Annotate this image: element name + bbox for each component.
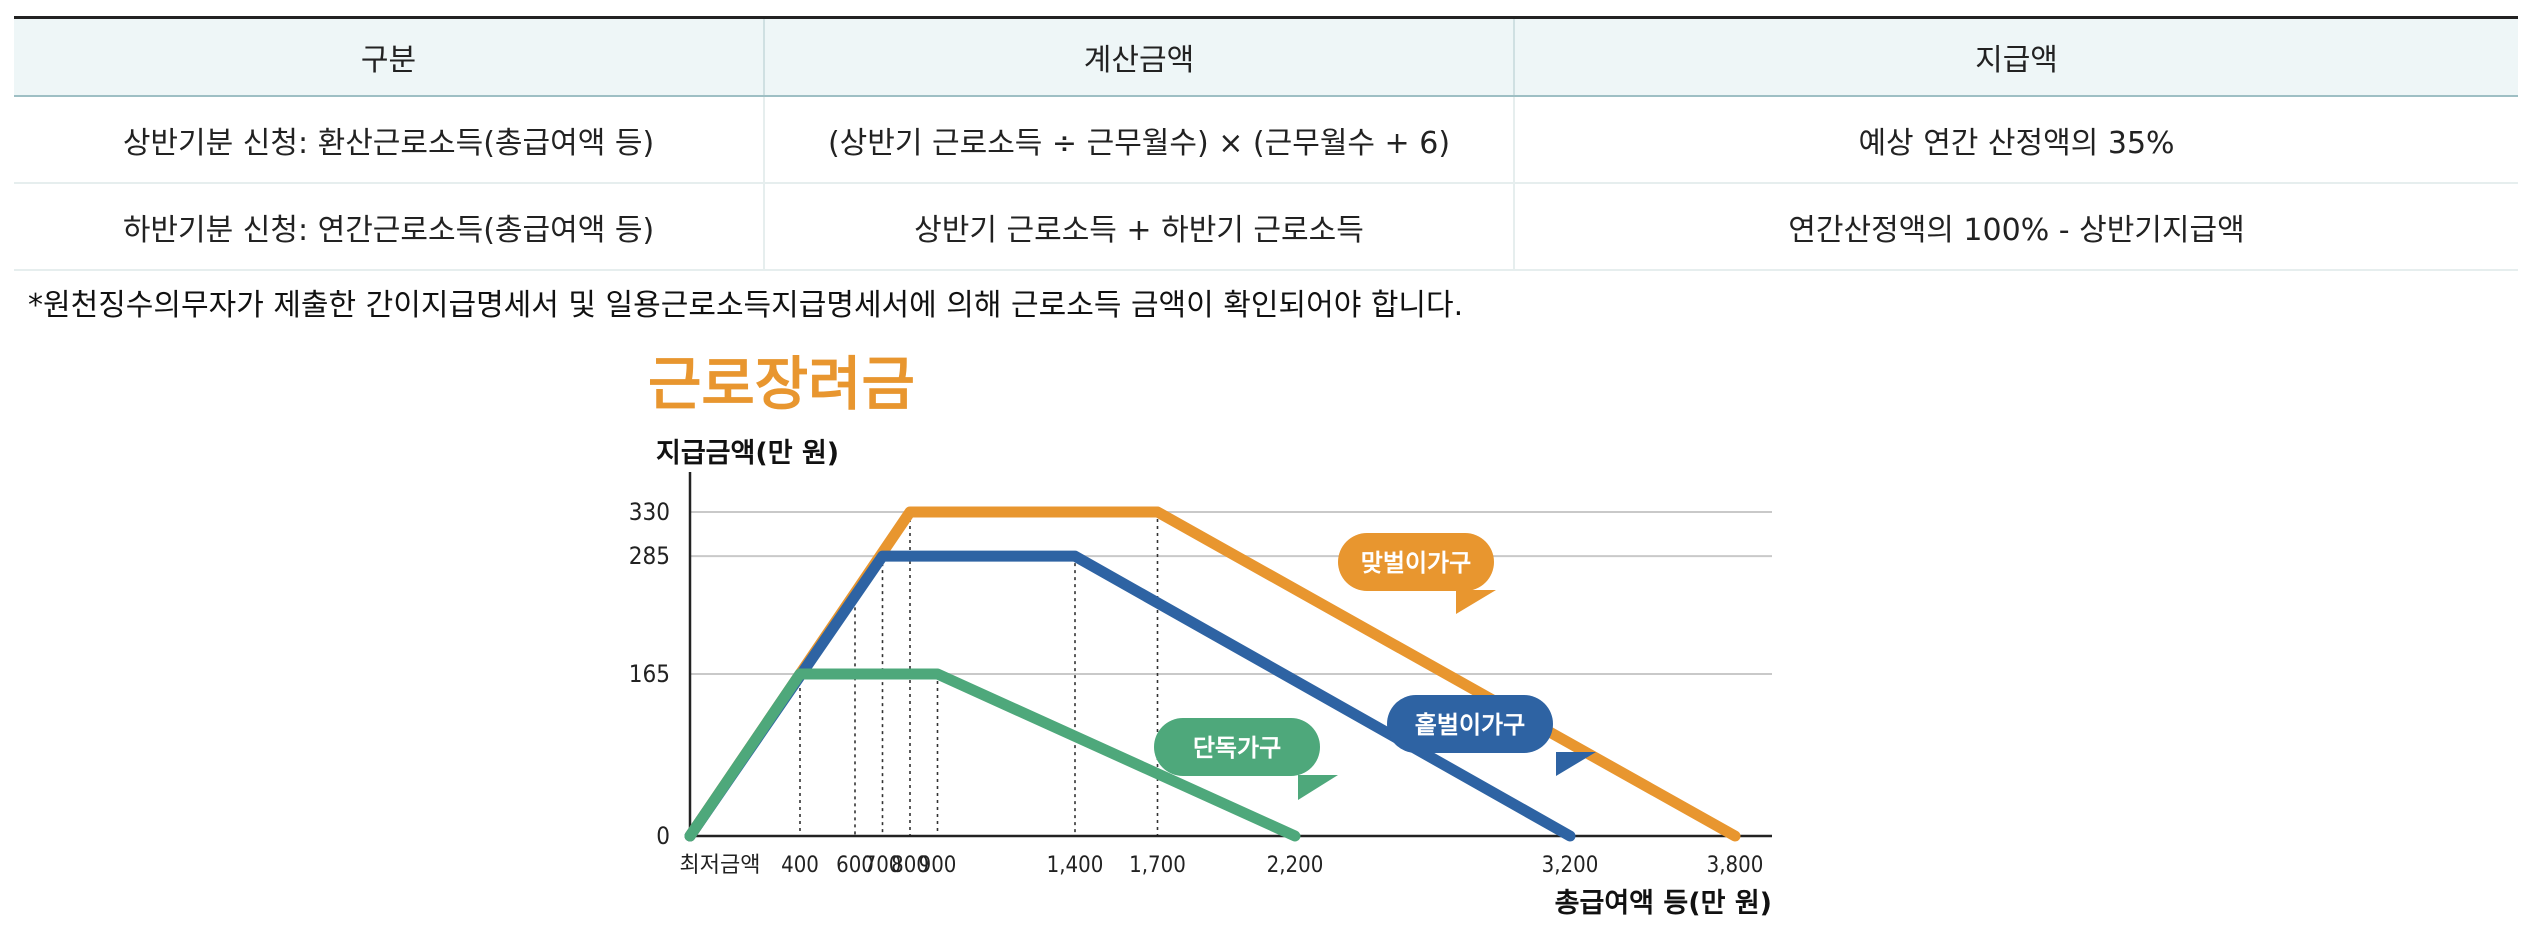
header-calculation: 계산금액 xyxy=(763,17,1514,97)
header-category: 구분 xyxy=(14,17,764,97)
table-row: 하반기분 신청: 연간근로소득(총급여액 등) 상반기 근로소득 + 하반기 근… xyxy=(14,183,2518,271)
x-tick-label: 1,700 xyxy=(1129,853,1186,878)
legend-bubble: 단독가구 xyxy=(1154,718,1338,800)
table-cell: 상반기분 신청: 환산근로소득(총급여액 등) xyxy=(14,96,764,184)
bubble-tail xyxy=(1556,752,1596,776)
bubble-body xyxy=(1154,718,1320,776)
y-tick-label: 330 xyxy=(629,498,670,526)
legend-label: 단독가구 xyxy=(1193,734,1281,762)
x-tick-label: 최저금액 xyxy=(680,853,761,878)
x-axis-title: 총급여액 등(만 원) xyxy=(1555,888,1772,919)
table-cell: 하반기분 신청: 연간근로소득(총급여액 등) xyxy=(14,183,764,271)
x-tick-label: 3,800 xyxy=(1707,853,1764,878)
bubble-tail xyxy=(1298,775,1338,800)
axes xyxy=(688,472,1772,838)
table-cell: 연간산정액의 100% - 상반기지급액 xyxy=(1513,183,2518,271)
y-axis-title: 지급금액(만 원) xyxy=(656,438,839,469)
table-cell: 상반기 근로소득 + 하반기 근로소득 xyxy=(763,183,1514,271)
legend-label: 홑벌이가구 xyxy=(1415,711,1525,739)
bubble-tail xyxy=(1456,590,1496,614)
x-tick-label: 2,200 xyxy=(1267,853,1324,878)
table-cell: (상반기 근로소득 ÷ 근무월수) × (근무월수 + 6) xyxy=(763,96,1514,184)
series-line-단독가구 xyxy=(684,668,1301,842)
bubble-body xyxy=(1338,533,1494,591)
y-ticks: 0 165 285 330 xyxy=(629,498,670,850)
x-tick-label: 400 xyxy=(781,853,819,878)
x-tick-label: 600 xyxy=(836,853,874,878)
x-tick-label: 1,400 xyxy=(1047,853,1104,878)
series-lines xyxy=(684,506,1741,842)
chart-title: 근로장려금 xyxy=(648,350,915,418)
legend-label: 맞벌이가구 xyxy=(1361,549,1471,577)
guide-lines xyxy=(689,472,1159,836)
y-tick-label: 0 xyxy=(656,822,670,850)
y-tick-label: 285 xyxy=(629,542,670,570)
legend-bubble: 홑벌이가구 xyxy=(1387,695,1596,776)
x-tick-label: 700 xyxy=(864,853,902,878)
bubble-body xyxy=(1387,695,1553,753)
x-tick-label: 3,200 xyxy=(1542,853,1599,878)
legend-bubble: 맞벌이가구 xyxy=(1338,533,1496,614)
payment-table: 구분 계산금액 지급액 상반기분 신청: 환산근로소득(총급여액 등) (상반기… xyxy=(14,16,2518,271)
table-row: 상반기분 신청: 환산근로소득(총급여액 등) (상반기 근로소득 ÷ 근무월수… xyxy=(14,96,2518,184)
x-tick-label: 800 xyxy=(891,853,929,878)
x-tick-label: 900 xyxy=(919,853,957,878)
footnote: *원천징수의무자가 제출한 간이지급명세서 및 일용근로소득지급명세서에 의해 … xyxy=(28,288,1464,323)
y-tick-label: 165 xyxy=(629,660,670,688)
table-header-row: 구분 계산금액 지급액 xyxy=(14,17,2518,97)
table-cell: 예상 연간 산정액의 35% xyxy=(1513,96,2518,184)
header-payment: 지급액 xyxy=(1513,17,2518,97)
